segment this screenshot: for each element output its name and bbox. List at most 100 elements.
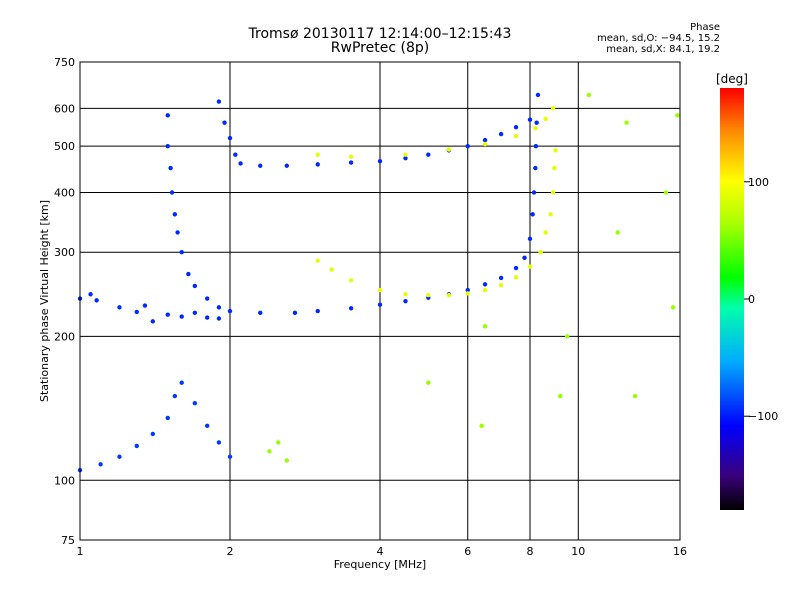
data-point: [446, 292, 452, 298]
data-point: [216, 316, 222, 321]
data-point: [284, 458, 289, 463]
data-point: [172, 393, 178, 399]
y-tick-label: 200: [54, 330, 75, 343]
data-point: [377, 159, 383, 164]
data-point: [150, 319, 156, 324]
data-point: [175, 230, 180, 235]
data-point: [377, 287, 383, 293]
x-axis-label: Frequency [MHz]: [334, 558, 426, 571]
y-tick-label: 400: [54, 186, 75, 199]
x-tick-label: 10: [571, 545, 585, 558]
data-point: [258, 163, 263, 168]
data-point: [538, 250, 543, 255]
data-point: [315, 152, 320, 157]
phase-heading: Phase: [690, 22, 720, 33]
data-point: [403, 155, 408, 161]
colorbar: [720, 88, 744, 510]
data-point: [543, 230, 548, 235]
colorbar-tick-label: 0: [748, 293, 755, 306]
y-tick-labels: 75 100 200 300 400 500 600 750: [54, 56, 75, 547]
data-point: [675, 113, 680, 118]
data-point: [550, 106, 556, 111]
grid-lines: [80, 62, 680, 540]
data-point: [238, 161, 243, 166]
stat-o: mean, sd,O: −94.5, 15.2: [597, 33, 720, 44]
data-point: [216, 305, 222, 310]
data-point: [222, 120, 227, 125]
data-point: [134, 443, 139, 449]
data-point: [117, 454, 122, 459]
data-point: [663, 190, 669, 195]
data-point: [204, 296, 210, 301]
data-point: [204, 315, 210, 320]
data-point: [172, 212, 178, 217]
data-point: [403, 292, 408, 297]
data-point: [543, 116, 548, 122]
data-point: [482, 287, 488, 293]
data-point: [227, 308, 233, 314]
data-point: [233, 152, 238, 157]
data-point: [522, 255, 527, 261]
data-point: [527, 264, 533, 269]
y-tick-label: 300: [54, 246, 75, 259]
x-tick-label: 2: [227, 545, 234, 558]
data-point: [465, 143, 470, 149]
data-point: [258, 310, 263, 316]
colorbar-ticks: 100 0 −100: [744, 176, 778, 423]
colorbar-label: [deg]: [716, 72, 748, 86]
data-point: [276, 440, 281, 445]
data-point: [98, 462, 103, 467]
data-point: [465, 291, 470, 296]
data-point: [284, 163, 289, 168]
data-point: [267, 449, 272, 454]
data-point: [315, 162, 320, 167]
plot-frame: [79, 61, 681, 541]
x-tick-labels: 1 2 4 6 8 10 16: [77, 545, 688, 558]
data-point: [624, 120, 629, 125]
data-point: [527, 236, 533, 242]
data-point: [533, 143, 539, 149]
data-point: [315, 308, 320, 314]
data-point: [558, 393, 563, 399]
data-point: [550, 190, 556, 195]
data-point: [192, 283, 198, 289]
data-point: [142, 303, 148, 308]
data-point: [403, 298, 408, 304]
data-point: [117, 305, 122, 310]
data-point: [348, 160, 354, 165]
data-point: [216, 99, 222, 104]
data-point: [204, 423, 210, 429]
y-axis-label: Stationary phase Virtual Height [km]: [38, 200, 51, 402]
data-point: [553, 148, 558, 153]
data-point: [426, 380, 431, 385]
data-point: [552, 165, 557, 171]
data-point: [165, 143, 170, 149]
colorbar-tick-label: −100: [748, 410, 778, 423]
data-point: [513, 265, 519, 271]
data-point: [165, 312, 170, 317]
data-point: [227, 454, 233, 459]
data-point: [377, 302, 383, 307]
x-tick-label: 8: [527, 545, 534, 558]
data-point: [586, 92, 592, 98]
data-point: [535, 92, 541, 98]
data-point: [403, 152, 408, 157]
data-point: [531, 190, 537, 195]
data-point: [482, 324, 488, 329]
data-point: [513, 124, 519, 130]
chart-subtitle: RwPretec (8p): [330, 40, 430, 56]
data-point: [192, 310, 198, 316]
data-point: [150, 431, 156, 437]
data-point: [615, 230, 620, 235]
data-point: [446, 147, 452, 152]
x-tick-label: 6: [464, 545, 471, 558]
data-point: [348, 278, 354, 283]
data-point: [88, 292, 93, 297]
y-tick-label: 500: [54, 140, 75, 153]
data-point: [315, 258, 320, 263]
data-points: [77, 92, 680, 473]
data-point: [329, 267, 334, 272]
data-point: [165, 415, 170, 421]
data-point: [513, 133, 519, 139]
data-point: [632, 393, 638, 399]
